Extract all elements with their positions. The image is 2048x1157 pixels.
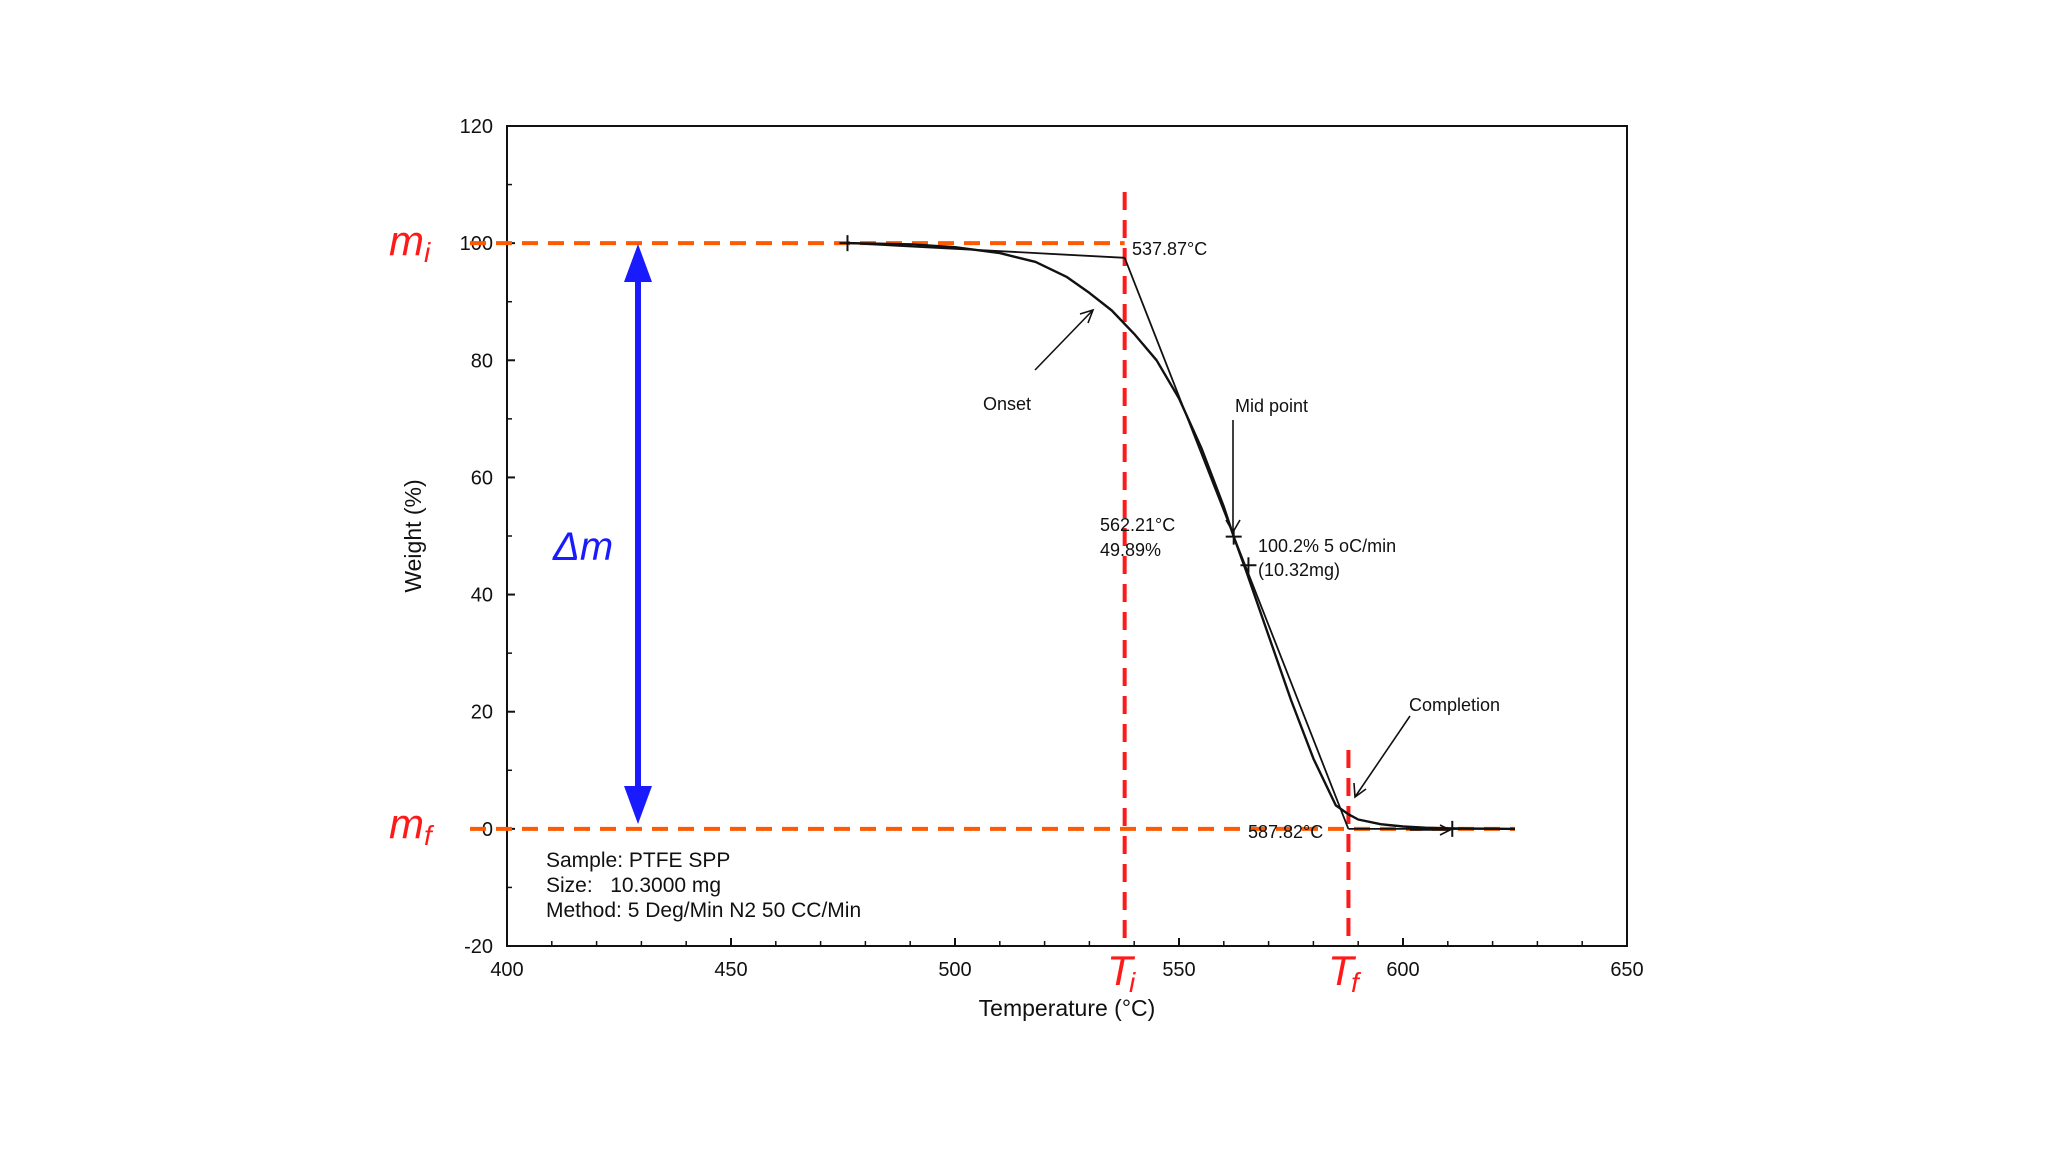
tf-symbol: T [1328, 947, 1357, 994]
y-tick-label: 120 [460, 116, 493, 138]
method-info: Method: 5 Deg/Min N2 50 CC/Min [546, 899, 861, 922]
loss-mass-label: (10.32mg) [1258, 560, 1340, 580]
tga-curve [847, 241, 1516, 831]
delta-m-arrow [624, 244, 652, 824]
y-tick-label: -20 [464, 936, 493, 958]
mf-subscript: f [424, 820, 435, 851]
y-tick-label: 20 [471, 702, 493, 724]
x-tick-label: 400 [490, 959, 523, 981]
tf-subscript: f [1351, 967, 1362, 998]
delta-m-arrowhead-up [624, 244, 652, 282]
mf-symbol: m [389, 800, 424, 847]
tangent-line-2 [1123, 257, 1350, 830]
midpoint-temp-label: 562.21°C [1100, 515, 1175, 535]
annotation-arrows [1034, 308, 1452, 836]
onset-arrow [1034, 309, 1094, 371]
y-axis-title: Weight (%) [400, 479, 426, 592]
sample-info: Sample: PTFE SPP [546, 849, 730, 872]
x-tick-label: 450 [714, 959, 747, 981]
completion-temp-label: 587.82°C [1248, 822, 1323, 842]
delta-m-symbol: Δm [552, 525, 613, 569]
series-group [847, 241, 1516, 831]
y-tick-label: 80 [471, 350, 493, 372]
x-tick-labels: 400 450 500 550 600 650 [490, 959, 1643, 981]
x-tick-label: 550 [1162, 959, 1195, 981]
x-axis-title: Temperature (°C) [979, 995, 1156, 1021]
midpoint-weight-label: 49.89% [1100, 540, 1161, 560]
ti-subscript: i [1129, 967, 1136, 998]
y-tick-label: 0 [482, 819, 493, 841]
midpoint-arrowhead [1225, 519, 1241, 534]
completion-label: Completion [1409, 695, 1500, 715]
completion-arrowhead [1353, 782, 1367, 799]
loss-rate-label: 100.2% 5 oC/min [1258, 536, 1396, 556]
y-tick-labels: -20 0 20 40 60 80 100 120 [460, 116, 493, 958]
axis-ticks [506, 125, 1628, 947]
plot-area-frame [506, 125, 1628, 947]
onset-arrowhead [1079, 308, 1095, 324]
x-tick-label: 650 [1610, 959, 1643, 981]
mi-symbol: m [389, 217, 424, 264]
mi-subscript: i [424, 237, 431, 268]
delta-m-arrowhead-down [624, 786, 652, 824]
completion-arrow [1354, 715, 1411, 798]
onset-label: Onset [983, 394, 1031, 414]
tangent-line-1 [847, 242, 1125, 259]
x-tick-label: 600 [1386, 959, 1419, 981]
y-tick-label: 60 [471, 467, 493, 489]
ti-symbol: T [1107, 947, 1136, 994]
onset-temp-label: 537.87°C [1132, 239, 1207, 259]
size-info: Size: 10.3000 mg [546, 874, 721, 897]
x-tick-label: 500 [938, 959, 971, 981]
midpoint-label: Mid point [1235, 396, 1308, 416]
y-tick-label: 40 [471, 585, 493, 607]
final-arrowhead [1439, 824, 1452, 836]
